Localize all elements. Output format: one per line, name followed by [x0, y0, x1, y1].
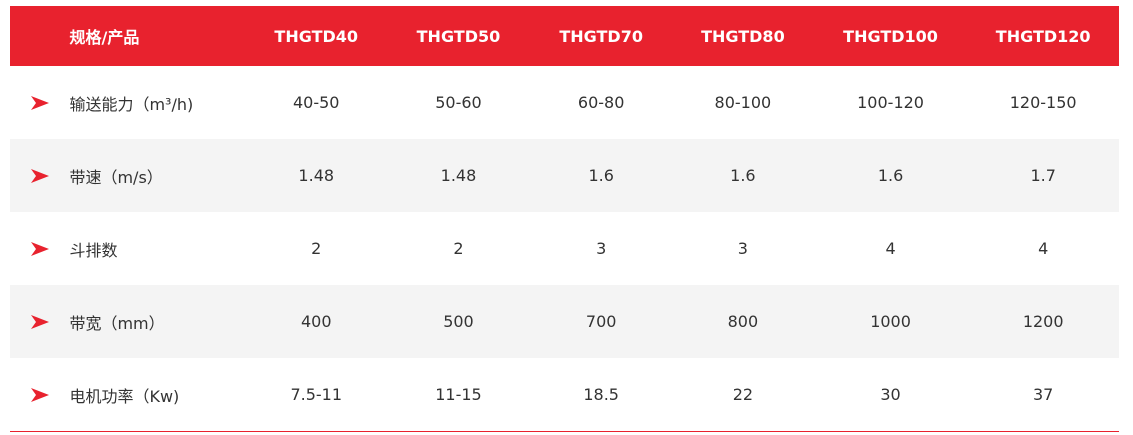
- table-cell: 4: [1038, 239, 1049, 258]
- table-cell: 37: [1032, 385, 1054, 404]
- row-label: 电机功率（Kw): [69, 386, 180, 406]
- table-bottom-divider: [10, 431, 1119, 432]
- table-cell: 7.5-11: [290, 385, 343, 404]
- table-cell: 2: [453, 239, 464, 258]
- row-label: 带速（m/s）: [69, 167, 163, 187]
- table-cell: 1200: [1022, 312, 1064, 331]
- red-arrow-icon: [10, 314, 69, 329]
- header-model-1: THGTD40: [274, 26, 359, 46]
- header-spec-label: 规格/产品: [69, 28, 140, 47]
- table-cell: 100-120: [857, 93, 924, 112]
- table-cell: 1.48: [298, 166, 335, 185]
- table-cell: 11-15: [435, 385, 482, 404]
- table-cell: 1.7: [1030, 166, 1056, 185]
- table-cell: 800: [727, 312, 759, 331]
- row-label: 带宽（mm）: [69, 313, 165, 333]
- table-cell: 1.6: [730, 166, 756, 185]
- table-cell: 700: [585, 312, 617, 331]
- table-cell: 3: [596, 239, 607, 258]
- table-cell: 4: [885, 239, 896, 258]
- table-cell: 1.6: [588, 166, 614, 185]
- row-label: 输送能力（m³/h): [69, 94, 194, 114]
- red-arrow-icon: [10, 387, 69, 402]
- red-arrow-icon: [10, 95, 69, 110]
- table-cell: 22: [732, 385, 754, 404]
- header-model-6: THGTD120: [995, 26, 1091, 46]
- table-cell: 400: [300, 312, 332, 331]
- header-model-4: THGTD80: [701, 26, 785, 46]
- header-model-2: THGTD50: [416, 26, 501, 46]
- table-cell: 1.6: [877, 166, 904, 185]
- row-label: 斗排数: [69, 240, 118, 260]
- table-cell: 50-60: [435, 93, 482, 112]
- table-row: 电机功率（Kw) 7.5-11 11-15 18.5 22 30 37: [10, 358, 1119, 431]
- table-cell: 2: [311, 239, 322, 258]
- table-cell: 30: [880, 385, 901, 404]
- table-cell: 40-50: [292, 93, 340, 112]
- table-cell: 500: [443, 312, 474, 331]
- header-model-3: THGTD70: [559, 26, 643, 46]
- red-arrow-icon: [10, 168, 69, 183]
- table-cell: 18.5: [583, 385, 619, 404]
- spec-table: 规格/产品 THGTD40 THGTD50 THGTD70 THGTD80 TH…: [10, 6, 1119, 431]
- table-cell: 1.48: [440, 166, 477, 185]
- table-row: 带宽（mm） 400 500 700 800 1000 1200: [10, 285, 1119, 358]
- table-row: 斗排数 2 2 3 3 4 4: [10, 212, 1119, 285]
- red-arrow-icon: [10, 241, 69, 256]
- table-row: 带速（m/s） 1.48 1.48 1.6 1.6 1.6 1.7: [10, 139, 1119, 212]
- table-cell: 120-150: [1009, 93, 1077, 112]
- table-cell: 60-80: [577, 93, 625, 112]
- table-header: 规格/产品 THGTD40 THGTD50 THGTD70 THGTD80 TH…: [10, 6, 1119, 66]
- table-cell: 80-100: [714, 93, 772, 112]
- header-model-5: THGTD100: [843, 26, 938, 46]
- table-row: 输送能力（m³/h) 40-50 50-60 60-80 80-100 100-…: [10, 66, 1119, 139]
- table-cell: 3: [737, 239, 748, 258]
- table-cell: 1000: [870, 312, 911, 331]
